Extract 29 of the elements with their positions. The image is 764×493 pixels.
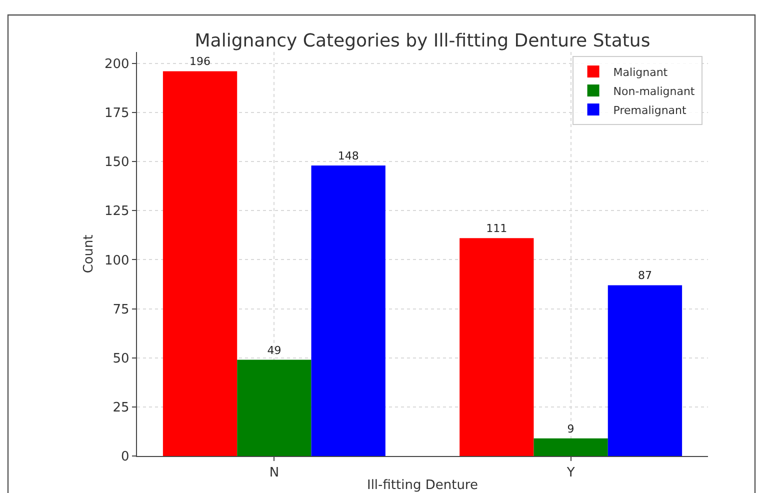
bar (311, 165, 386, 456)
data-label: 111 (486, 222, 508, 236)
data-label: 196 (190, 55, 211, 68)
x-tick-label: N (269, 466, 280, 481)
legend-label: Premalignant (613, 104, 688, 117)
y-tick-label: 0 (121, 450, 130, 465)
legend-label: Malignant (613, 66, 668, 79)
y-tick-label: 100 (104, 253, 130, 268)
data-label: 148 (338, 149, 359, 162)
data-label: 87 (638, 269, 652, 282)
y-tick-label: 25 (112, 400, 130, 416)
y-axis-title: Count (81, 234, 96, 274)
bar (237, 360, 312, 456)
y-tick-label: 75 (112, 302, 130, 318)
y-tick-label: 150 (104, 155, 130, 170)
bar (460, 238, 534, 456)
bar (162, 71, 238, 456)
x-tick-label: Y (566, 466, 575, 481)
y-tick-label: 125 (104, 204, 130, 220)
bar (534, 438, 608, 456)
chart-title: Malignancy Categories by Ill-fitting Denture Status (194, 30, 650, 52)
y-tick-label: 50 (112, 351, 130, 366)
legend-label: Non-malignant (613, 84, 696, 98)
y-tick-label: 200 (104, 56, 130, 72)
bar (608, 285, 682, 456)
data-label: 49 (267, 344, 282, 357)
y-tick-label: 175 (104, 106, 130, 122)
data-label: 9 (567, 422, 574, 436)
x-axis-title: Ill-fitting Denture (366, 478, 478, 493)
